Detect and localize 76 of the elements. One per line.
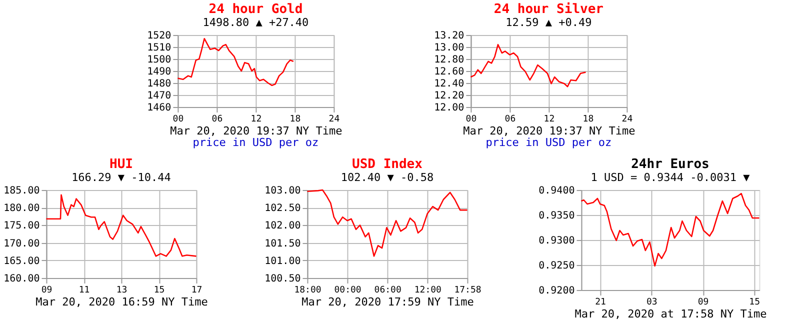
y-tick-label: 101.50 — [264, 238, 301, 250]
x-tick-label: 09 — [41, 286, 52, 296]
y-tick-label: 165.00 — [4, 256, 40, 267]
x-tick-label: 15 — [154, 286, 165, 296]
y-tick-label: 170.00 — [4, 238, 40, 250]
y-tick-label: 180.00 — [4, 203, 40, 214]
y-tick-label: 100.50 — [264, 274, 301, 284]
chart-title: USD Index — [352, 157, 423, 172]
x-tick-label: 06:00 — [374, 286, 402, 296]
x-tick-label: 00 — [466, 114, 477, 124]
y-tick-label: 103.00 — [264, 186, 301, 196]
x-tick-label: 21 — [595, 298, 606, 308]
x-tick-label: 15 — [749, 298, 760, 308]
x-tick-label: 24 — [328, 114, 340, 124]
y-tick-label: 13.00 — [434, 42, 464, 54]
text: price in USD per oz — [192, 136, 319, 149]
line-series — [177, 38, 294, 86]
chart-title: HUI — [109, 157, 133, 172]
chart-subtitle: 1 USD = 0.9344 -0.0031 ▼ — [590, 171, 750, 184]
y-tick-label: 101.00 — [264, 256, 301, 267]
x-tick-label: 00 — [172, 114, 184, 124]
chart-subtitle: 102.40 ▼ -0.58 — [340, 171, 434, 184]
line-series — [580, 192, 760, 267]
x-tick-label: 13 — [116, 286, 128, 296]
y-tick-label: 175.00 — [4, 220, 40, 232]
x-axis-title: Mar 20, 2020 19:37 NY Time — [170, 124, 342, 138]
y-tick-label: 1490 — [147, 66, 172, 78]
y-tick-label: 1460 — [147, 102, 172, 114]
line-series — [470, 44, 586, 88]
x-axis-title: Mar 20, 2020 17:59 NY Time — [302, 296, 474, 308]
x-axis-title: Mar 20, 2020 19:37 NY Time — [463, 124, 636, 138]
x-tick-label: 03 — [646, 298, 658, 308]
x-tick-label: 12 — [250, 114, 262, 124]
y-tick-label: 160.00 — [4, 274, 40, 284]
y-tick-label: 102.50 — [264, 203, 301, 214]
x-tick-label: 18 — [290, 114, 301, 124]
y-tick-label: 12.60 — [434, 66, 464, 78]
chart-title: 24hr Euros — [631, 157, 710, 172]
y-tick-label: 102.00 — [264, 220, 301, 232]
x-tick-label: 12 — [544, 114, 555, 124]
y-tick-label: 0.9250 — [538, 260, 575, 272]
y-tick-label: 12.00 — [434, 102, 464, 114]
x-tick-label: 18:00 — [294, 286, 322, 296]
x-tick-label: 06 — [504, 114, 516, 124]
y-tick-label: 1510 — [147, 42, 172, 54]
chart-subtitle: 1498.80 ▲ +27.40 — [202, 16, 309, 29]
chart-subtitle: 12.59 ▲ +0.49 — [506, 16, 592, 29]
y-tick-label: 0.9300 — [538, 236, 575, 246]
x-tick-label: 24 — [622, 114, 633, 124]
y-tick-label: 0.9200 — [538, 286, 575, 296]
x-axis-title: Mar 20, 2020 16:59 NY Time — [36, 296, 208, 308]
x-tick-label: 18 — [582, 114, 594, 124]
x-tick-label: 00:00 — [334, 286, 362, 296]
y-tick-label: 12.20 — [434, 90, 464, 102]
y-tick-label: 1520 — [147, 30, 172, 42]
y-tick-label: 12.40 — [434, 78, 464, 90]
text: price in USD per oz — [486, 136, 612, 149]
y-tick-label: 1480 — [147, 78, 172, 90]
chart-subtitle: 166.29 ▼ -10.44 — [72, 171, 172, 184]
x-axis-title: Mar 20, 2020 at 17:58 NY Time — [574, 308, 767, 320]
y-tick-label: 1500 — [147, 54, 172, 66]
chart-title: 24 hour Gold — [208, 2, 303, 17]
chart-title: 24 hour Silver — [494, 2, 604, 17]
x-tick-label: 12:00 — [414, 286, 442, 296]
y-tick-label: 1470 — [147, 90, 172, 102]
x-tick-label: 17:58 — [454, 286, 482, 296]
x-tick-label: 17 — [191, 286, 202, 296]
y-tick-label: 12.80 — [434, 54, 464, 66]
y-tick-label: 0.9350 — [538, 210, 575, 222]
y-tick-label: 0.9400 — [538, 186, 575, 196]
x-tick-label: 06 — [212, 114, 223, 124]
x-tick-label: 09 — [698, 298, 709, 308]
y-tick-label: 185.00 — [4, 186, 40, 196]
line-series — [46, 194, 197, 257]
x-tick-label: 11 — [78, 286, 90, 296]
y-tick-label: 13.20 — [434, 30, 464, 42]
